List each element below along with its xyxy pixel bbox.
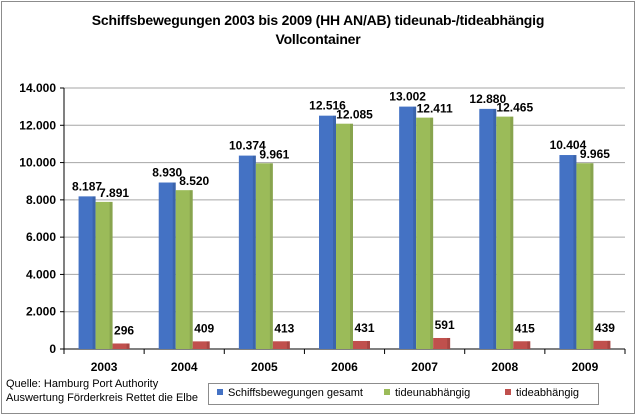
- bar-shade: [430, 117, 434, 349]
- bar-shade: [92, 196, 96, 349]
- bar-3-2008: [513, 341, 531, 349]
- bar-shade: [493, 108, 497, 349]
- data-label: 439: [595, 321, 615, 335]
- source-line-2: Auswertung Förderkreis Rettet die Elbe: [6, 392, 198, 404]
- bar-shade: [590, 163, 594, 349]
- data-label: 12.880: [469, 92, 506, 106]
- data-label: 8.187: [72, 179, 102, 193]
- bar-3-2009: [593, 340, 611, 349]
- data-label: 409: [194, 321, 214, 335]
- bar-1-2009: [559, 155, 577, 349]
- data-label: 591: [435, 318, 455, 332]
- bar-shade: [269, 163, 273, 349]
- y-tick-label: 10.000: [19, 156, 56, 170]
- bar-2-2008: [496, 116, 514, 349]
- bar-shade: [109, 201, 113, 349]
- x-tick-label: 2008: [491, 360, 518, 374]
- legend-item-tideabhaengig: tideabhängig: [505, 387, 579, 399]
- legend-item-tideunabhaengig: tideunabhängig: [384, 387, 470, 399]
- data-label: 8.930: [152, 166, 182, 180]
- x-tick-label: 2004: [171, 360, 198, 374]
- bar-3-2003: [112, 343, 130, 349]
- bar-3-2004: [192, 341, 210, 349]
- bar-shade: [172, 182, 176, 349]
- y-tick-label: 12.000: [19, 118, 56, 132]
- bar-shade: [367, 340, 370, 349]
- bar-2-2003: [95, 201, 113, 349]
- data-label: 12.085: [336, 108, 373, 122]
- data-label: 415: [515, 321, 535, 335]
- bar-1-2005: [238, 155, 256, 349]
- legend-label-gesamt: Schiffsbewegungen gesamt: [228, 387, 363, 399]
- bar-shade: [573, 155, 577, 349]
- y-tick-label: 8.000: [26, 193, 56, 207]
- x-tick-label: 2007: [411, 360, 438, 374]
- bar-shade: [607, 340, 611, 349]
- data-label: 12.516: [309, 99, 346, 113]
- x-tick-label: 2005: [251, 360, 278, 374]
- bar-shade: [286, 341, 290, 349]
- data-label: 413: [274, 321, 294, 335]
- bar-1-2003: [78, 196, 96, 349]
- bar-shade: [527, 341, 531, 349]
- bar-2-2006: [336, 123, 353, 349]
- legend-label-tideabhaengig: tideabhängig: [516, 387, 580, 399]
- y-tick-label: 14.000: [19, 81, 56, 95]
- chart-subtitle: Vollcontainer: [275, 31, 361, 47]
- data-label: 13.002: [389, 90, 426, 104]
- data-label: 296: [114, 323, 134, 337]
- y-tick-label: 6.000: [26, 230, 56, 244]
- y-tick-label: 2.000: [26, 305, 56, 319]
- bar-shade: [333, 115, 336, 349]
- bar-shade: [510, 116, 514, 349]
- data-label: 10.404: [550, 138, 587, 152]
- x-tick-label: 2003: [91, 360, 118, 374]
- bar-2-2004: [175, 190, 193, 349]
- bar-3-2005: [272, 341, 290, 349]
- chart-title: Schiffsbewegungen 2003 bis 2009 (HH AN/A…: [91, 12, 545, 28]
- bar-1-2006: [319, 115, 336, 349]
- data-label: 9.965: [580, 147, 610, 161]
- data-label: 12.411: [417, 102, 453, 116]
- y-tick-label: 4.000: [26, 267, 56, 281]
- legend-swatch-tideabhaengig: [505, 389, 511, 395]
- bar-3-2007: [433, 337, 451, 349]
- bar-shade: [350, 123, 353, 349]
- source-line-1: Quelle: Hamburg Port Authority: [6, 378, 159, 390]
- bar-3-2006: [353, 340, 370, 349]
- data-label: 431: [354, 321, 374, 335]
- bar-1-2008: [479, 108, 497, 349]
- data-label: 12.465: [496, 101, 533, 115]
- bar-1-2007: [399, 106, 417, 350]
- bar-shade: [413, 106, 417, 350]
- bar-shade: [126, 343, 130, 349]
- legend: Schiffsbewegungen gesamt tideunabhängig …: [208, 383, 599, 405]
- legend-item-gesamt: Schiffsbewegungen gesamt: [217, 387, 363, 399]
- data-label: 10.374: [229, 139, 266, 153]
- bar-shade: [447, 337, 451, 349]
- y-tick-label: 0: [49, 342, 56, 356]
- data-label: 9.961: [259, 147, 289, 161]
- data-label: 8.520: [179, 174, 209, 188]
- x-tick-label: 2006: [331, 360, 358, 374]
- bar-shade: [252, 155, 256, 349]
- bar-shade: [206, 341, 210, 349]
- legend-swatch-tideunabhaengig: [384, 389, 390, 395]
- bar-2-2005: [255, 163, 273, 349]
- bar-2-2009: [576, 163, 594, 349]
- bar-shade: [189, 190, 193, 349]
- legend-label-tideunabhaengig: tideunabhängig: [395, 387, 471, 399]
- bar-2-2007: [416, 117, 434, 349]
- x-tick-label: 2009: [572, 360, 599, 374]
- legend-swatch-gesamt: [217, 389, 223, 395]
- bar-1-2004: [158, 182, 176, 349]
- data-label: 7.891: [99, 186, 129, 200]
